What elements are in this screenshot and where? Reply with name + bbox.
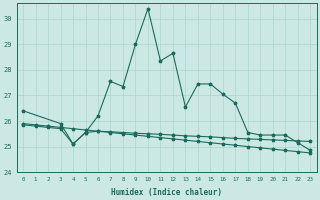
X-axis label: Humidex (Indice chaleur): Humidex (Indice chaleur) [111,188,222,197]
